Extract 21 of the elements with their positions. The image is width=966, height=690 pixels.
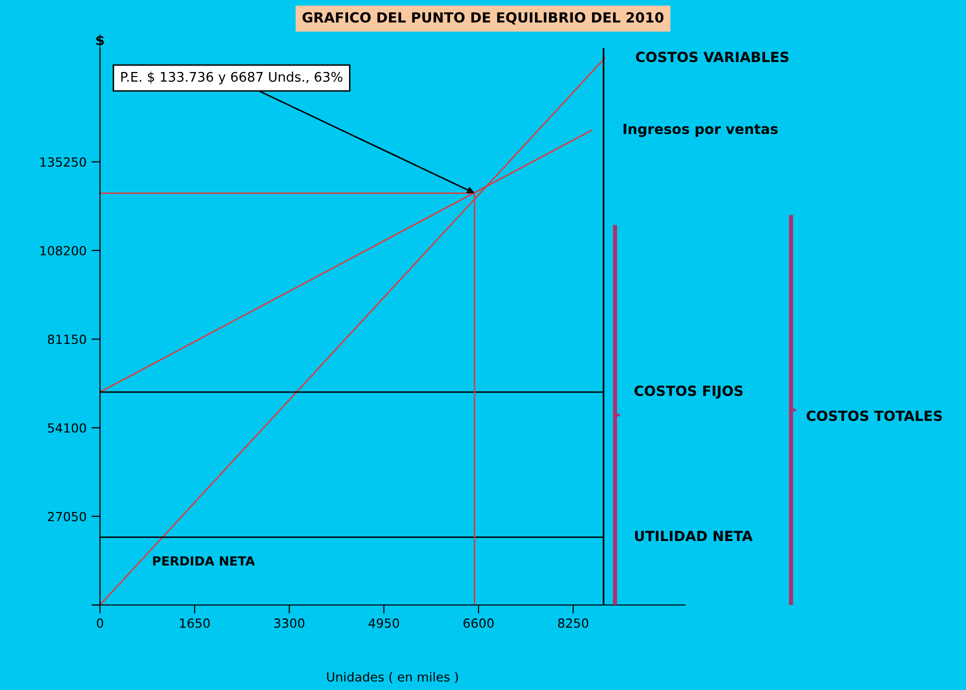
y-tick-label: 81150 [48,334,86,344]
x-axis-title: Unidades ( en miles ) [327,672,458,684]
x-tick-label: 1650 [180,618,210,628]
annotation: P.E. $ 133.736 y 6687 Unds., 63% [121,72,342,84]
x-tick-label: 4950 [368,618,399,628]
y-axis-title: $ [96,34,104,48]
x-tick-label: 8250 [558,618,588,628]
text: UTILIDAD NETA [635,530,753,542]
y-tick-label: 54100 [48,423,86,433]
text: Ingresos por ventas [624,124,778,137]
x-tick-label: 0 [96,618,104,628]
y-tick-label: 27050 [48,512,86,522]
text: COSTOS VARIABLES [636,52,788,62]
text: COSTOS FIJOS [634,386,743,399]
x-tick-label: 3300 [274,618,304,628]
chart-title: GRAFICO DEL PUNTO DE EQUILIBRIO DEL 2010 [302,12,664,24]
annotation: PERDIDA NETA [153,556,255,566]
y-tick-label: 108200 [40,246,86,256]
x-tick-label: 6600 [463,618,494,628]
y-tick-label: 135250 [40,157,86,167]
text: COSTOS TOTALES [806,410,942,422]
